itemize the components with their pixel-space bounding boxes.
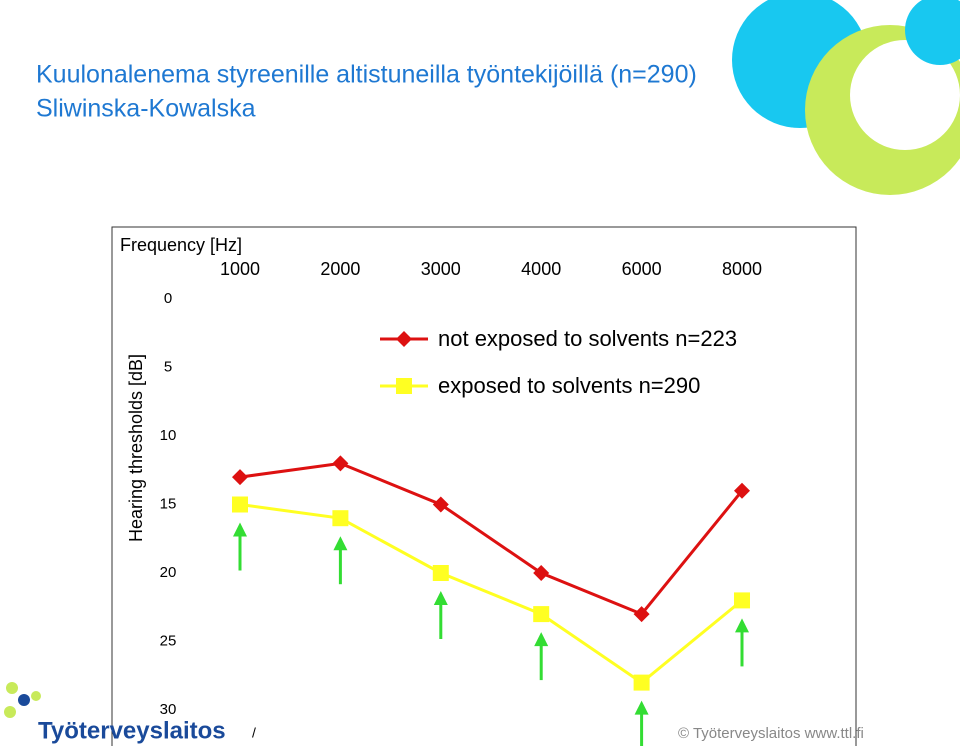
decor-circle [905, 0, 960, 65]
x-tick-label: 4000 [521, 259, 561, 279]
y-tick-label: 30 [160, 701, 177, 718]
point [734, 482, 750, 499]
decor-circle [850, 40, 960, 150]
y-tick-label: 15 [160, 495, 177, 512]
point [232, 469, 248, 486]
legend-marker [396, 331, 412, 347]
x-tick-label: 1000 [220, 259, 260, 279]
point [432, 565, 449, 581]
x-tick-label: 8000 [722, 259, 762, 279]
legend-label: exposed to solvents n=290 [438, 373, 700, 398]
arrow-head [735, 618, 749, 633]
logo [4, 682, 41, 718]
point [633, 674, 650, 691]
arrow-head [534, 632, 549, 647]
arrow-head [433, 591, 448, 605]
y-tick-label: 0 [164, 290, 172, 307]
x-tick-label: 2000 [320, 259, 360, 279]
point [533, 565, 550, 581]
legend-label: not exposed to solvents n=223 [438, 326, 737, 351]
title: Kuulonalenema styreenille altistuneilla … [36, 61, 697, 89]
point [332, 455, 349, 472]
y-axis-label: Hearing thresholds [dB] [126, 354, 146, 542]
footer: © Työterveyslaitos www.ttl.fi [678, 725, 864, 742]
logo-text: Työterveyslaitos [38, 717, 226, 744]
arrow-head [634, 700, 649, 715]
chart-frame [111, 226, 857, 746]
point [734, 592, 750, 609]
series-line [239, 503, 743, 685]
subtitle: Sliwinska-Kowalska [36, 95, 256, 123]
y-tick-label: 20 [160, 564, 177, 581]
arrow-head [333, 536, 348, 551]
point [432, 496, 449, 513]
y-tick-label: 25 [160, 632, 177, 649]
x-tick-label: 6000 [622, 259, 662, 279]
point [633, 606, 650, 623]
page-mark: / [252, 725, 256, 741]
y-tick-label: 5 [164, 358, 172, 375]
series-line [239, 461, 744, 616]
x-axis-label: Frequency [Hz] [120, 235, 242, 255]
x-tick-label: 3000 [421, 259, 461, 279]
point [332, 510, 349, 527]
y-tick-label: 10 [160, 427, 177, 444]
point [533, 606, 550, 623]
legend-marker [396, 378, 412, 394]
arrow-head [233, 522, 247, 537]
point [232, 496, 248, 513]
